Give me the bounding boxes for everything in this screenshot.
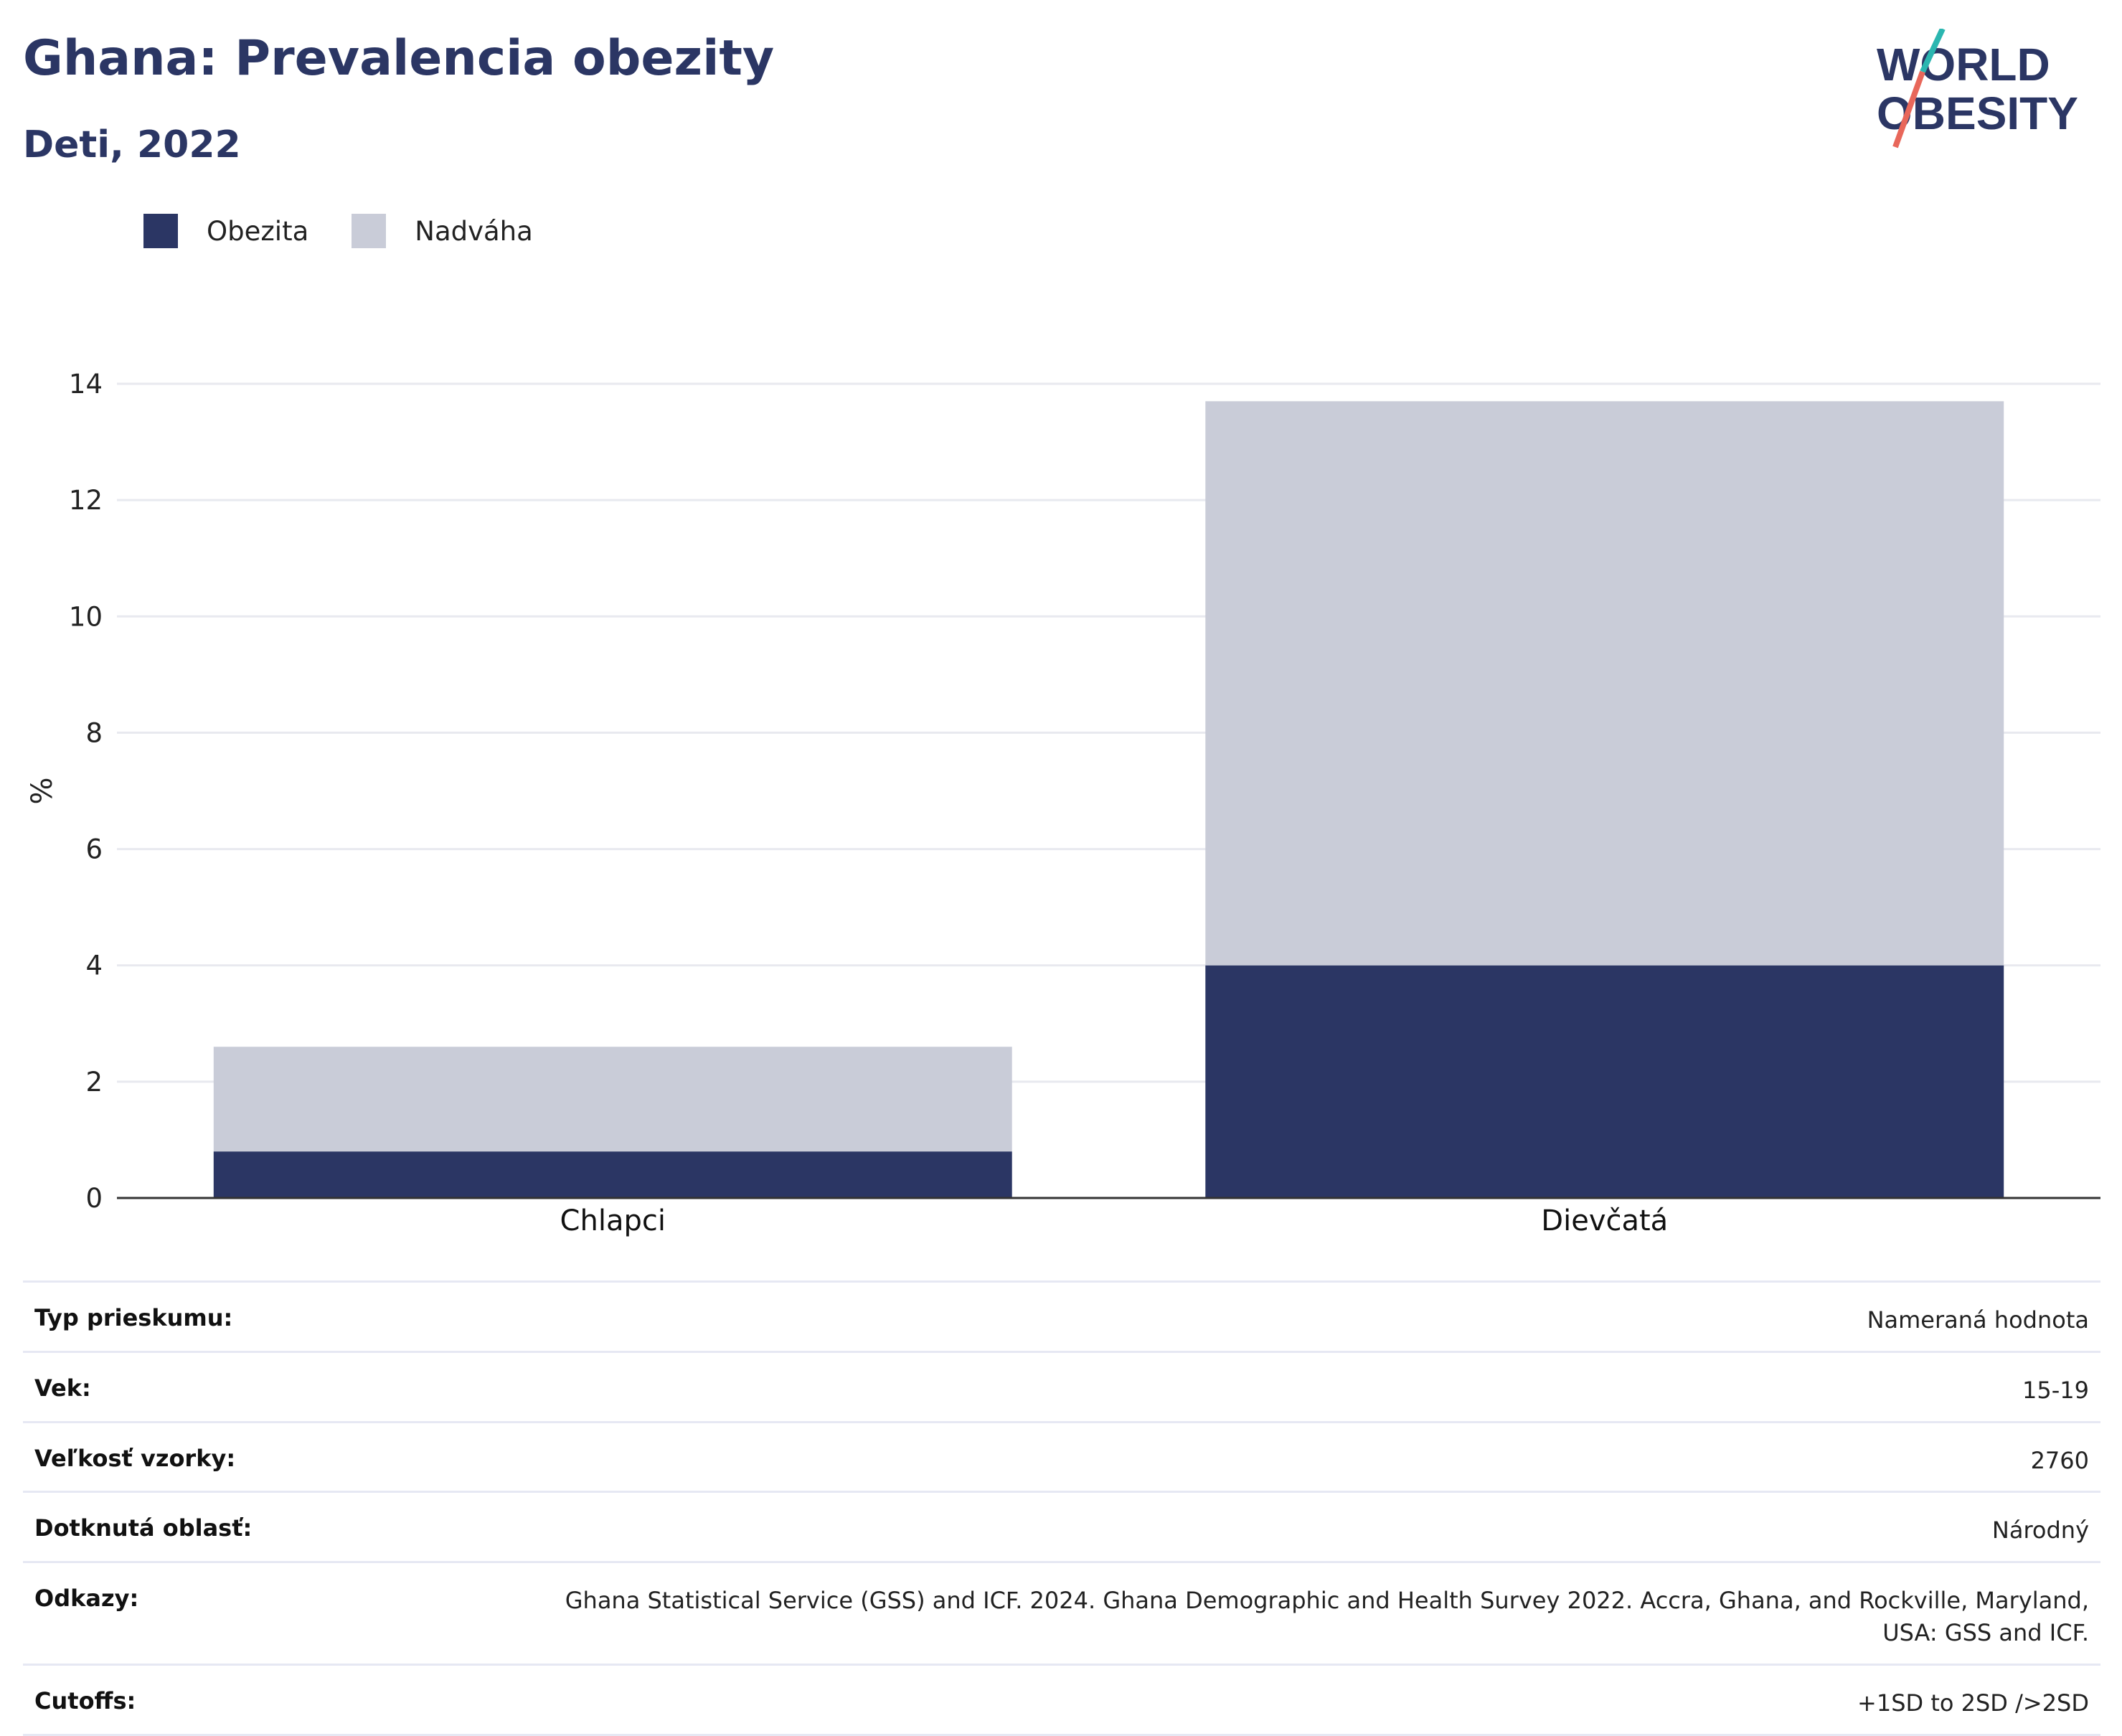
info-value: 15-19 <box>2022 1376 2089 1404</box>
logo-line1: WORLD <box>1877 39 2050 90</box>
info-row: Dotknutá oblasť: Národný <box>23 1491 2100 1561</box>
survey-info-table: Typ prieskumu: Nameraná hodnota Vek: 15-… <box>23 1280 2100 1736</box>
y-tick-label: 12 <box>69 485 103 516</box>
info-row: Cutoffs: +1SD to 2SD />2SD <box>23 1663 2100 1736</box>
y-tick-label: 6 <box>85 834 103 865</box>
stacked-bar-chart: 0 2 4 6 8 10 12 14% Chlapci Dievčatá <box>26 369 2100 1237</box>
y-tick-label: 8 <box>85 717 103 748</box>
y-tick-label: 14 <box>69 369 103 400</box>
legend-swatch-nadvaha <box>352 214 387 248</box>
bar-nadv-ha-1 <box>1205 401 2004 966</box>
info-label: Typ prieskumu: <box>34 1304 233 1331</box>
legend-item-obezita: Obezita <box>143 214 308 248</box>
world-obesity-logo: WORLD OBESITY <box>1877 29 2078 148</box>
logo-slash-coral <box>1892 70 1925 148</box>
info-value: Národný <box>1991 1516 2089 1544</box>
info-label: Dotknutá oblasť: <box>34 1514 253 1542</box>
x-tick-label: Dievčatá <box>1541 1204 1668 1237</box>
info-row: Vek: 15-19 <box>23 1350 2100 1421</box>
legend-label-nadvaha: Nadváha <box>415 215 533 247</box>
bar-obezita-1 <box>1205 965 2004 1198</box>
y-axis-label: % <box>26 777 59 804</box>
y-tick-label: 10 <box>69 601 103 632</box>
info-label: Odkazy: <box>34 1585 139 1613</box>
bar-nadv-ha-0 <box>213 1047 1012 1152</box>
info-row: Veľkosť vzorky: 2760 <box>23 1420 2100 1491</box>
legend-item-nadvaha: Nadváha <box>352 214 533 248</box>
bar-obezita-0 <box>213 1151 1012 1198</box>
info-value: Ghana Statistical Service (GSS) and ICF.… <box>565 1587 2089 1646</box>
y-tick-label: 0 <box>85 1183 103 1214</box>
info-label: Cutoffs: <box>34 1687 136 1714</box>
legend-label-obezita: Obezita <box>207 215 309 247</box>
legend-swatch-obezita <box>143 214 178 248</box>
info-label: Vek: <box>34 1374 91 1402</box>
info-row: Odkazy: Ghana Statistical Service (GSS) … <box>23 1561 2100 1664</box>
info-label: Veľkosť vzorky: <box>34 1444 236 1472</box>
y-tick-label: 2 <box>85 1067 103 1098</box>
info-row: Typ prieskumu: Nameraná hodnota <box>23 1280 2100 1351</box>
y-tick-label: 4 <box>85 950 103 981</box>
x-tick-label: Chlapci <box>560 1204 666 1237</box>
info-value: Nameraná hodnota <box>1867 1306 2089 1334</box>
chart-legend: Obezita Nadváha <box>143 214 576 248</box>
info-value: 2760 <box>2030 1446 2089 1474</box>
chart-title: Ghana: Prevalencia obezity <box>23 30 775 87</box>
info-value: +1SD to 2SD />2SD <box>1857 1689 2089 1717</box>
chart-subtitle: Deti, 2022 <box>23 123 241 166</box>
logo-slash-teal <box>1920 29 1946 73</box>
